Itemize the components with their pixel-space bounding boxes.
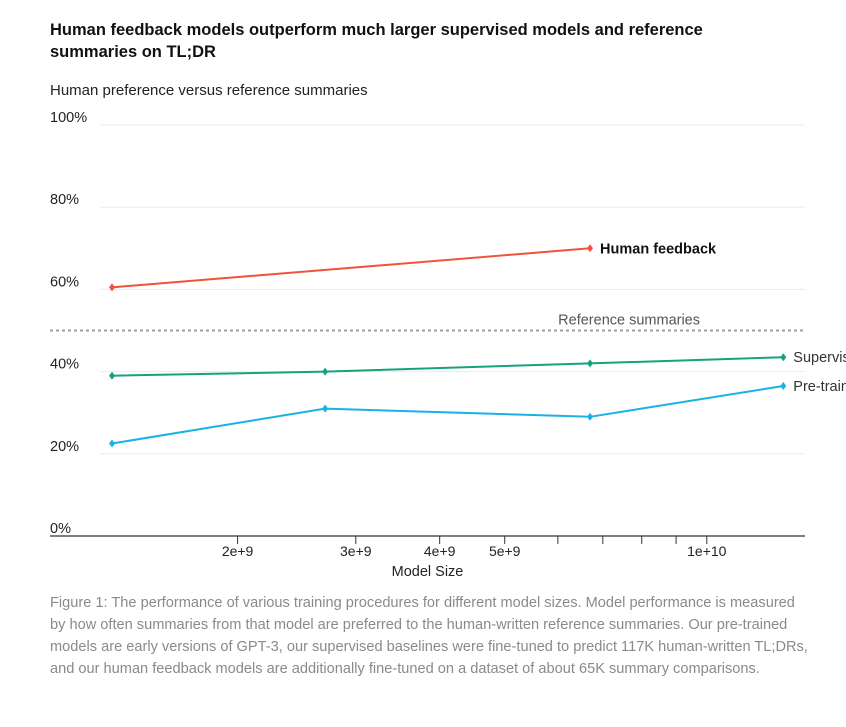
- series-line: [111, 247, 591, 289]
- x-tick-label: 2e+9: [222, 543, 254, 559]
- y-tick-label: 40%: [50, 357, 79, 373]
- x-tick-label: 4e+9: [424, 543, 456, 559]
- x-axis-label: Model Size: [392, 564, 464, 580]
- y-tick-label: 0%: [50, 521, 71, 537]
- y-tick-label: 60%: [50, 274, 79, 290]
- y-tick-label: 100%: [50, 110, 87, 126]
- data-point: [780, 381, 787, 390]
- x-tick-label: 3e+9: [340, 543, 372, 559]
- series-line: [111, 384, 784, 445]
- series-line: [111, 356, 784, 377]
- data-point: [587, 359, 594, 368]
- y-tick-label: 80%: [50, 192, 79, 208]
- data-point: [322, 367, 329, 376]
- data-point: [322, 404, 329, 413]
- y-axis-label: Human preference versus reference summar…: [50, 82, 368, 99]
- data-point: [109, 283, 115, 292]
- data-point: [587, 412, 594, 421]
- chart-title: Human feedback models outperform much la…: [50, 21, 703, 61]
- figure-caption: Figure 1: The performance of various tra…: [50, 595, 808, 677]
- series-label: Supervised: [793, 350, 846, 366]
- series-label: Pre-trained: [793, 379, 846, 395]
- series-label: Human feedback: [600, 241, 717, 257]
- y-tick-label: 20%: [50, 439, 79, 455]
- data-point: [109, 371, 115, 380]
- x-tick-label: 1e+10: [687, 543, 727, 559]
- reference-line-label: Reference summaries: [558, 313, 700, 329]
- data-point: [780, 353, 787, 362]
- x-tick-label: 5e+9: [489, 543, 521, 559]
- data-point: [109, 439, 115, 448]
- data-point: [587, 244, 594, 253]
